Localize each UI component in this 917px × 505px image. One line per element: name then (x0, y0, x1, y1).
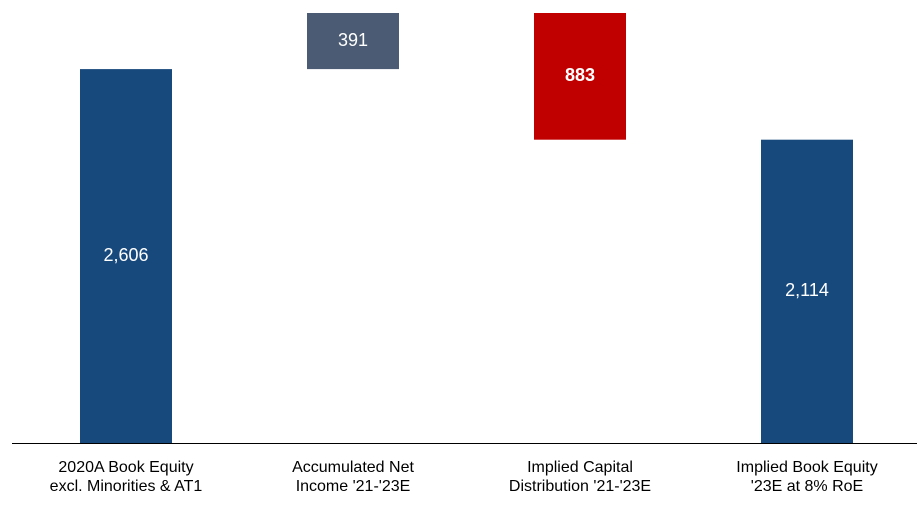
bar (307, 13, 399, 70)
x-tick-label: Implied Capital Distribution '21-'23E (508, 459, 652, 495)
bar (534, 13, 626, 140)
x-tick-label: Accumulated Net Income '21-'23E (292, 459, 414, 495)
value-label: 883 (565, 65, 595, 85)
x-tick-label: Implied Book Equity '23E at 8% RoE (736, 459, 878, 495)
value-label: 2,114 (785, 280, 829, 300)
bar (761, 139, 853, 444)
value-label: 2,606 (103, 245, 148, 265)
bar (80, 69, 172, 444)
x-tick-label: 2020A Book Equity excl. Minorities & AT1 (49, 459, 203, 495)
value-label: 391 (338, 30, 368, 50)
